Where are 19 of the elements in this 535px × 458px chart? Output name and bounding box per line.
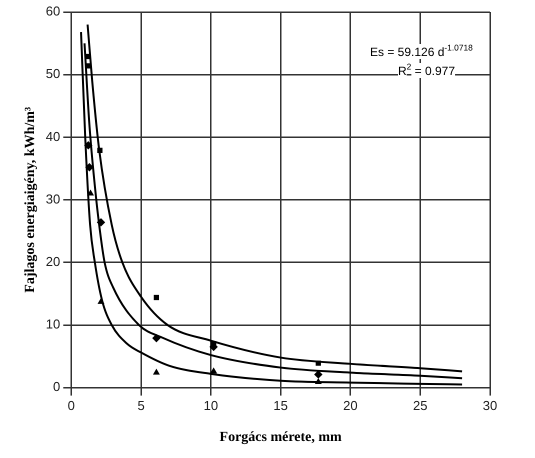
y-tick-label: 40	[46, 128, 60, 144]
x-tick-label: 15	[273, 398, 288, 413]
x-tick-label: 10	[204, 398, 218, 413]
x-tick-label: 0	[68, 398, 75, 413]
y-axis-title: Fajlagos energiaigény, kWh/m³	[23, 106, 38, 293]
y-tick-label: 0	[53, 379, 60, 394]
x-tick-label: 30	[482, 398, 498, 413]
point	[210, 368, 217, 374]
x-tick-label: 25	[412, 398, 428, 413]
y-tick-label: 20	[46, 254, 60, 269]
y-tick-label: 10	[46, 316, 60, 332]
x-tick-label: 20	[343, 398, 358, 413]
x-axis-title: Forgács mérete, mm	[220, 430, 342, 446]
point	[154, 294, 160, 300]
x-tick-label: 5	[137, 398, 145, 413]
y-tick-label: 60	[46, 4, 60, 19]
point	[153, 369, 160, 375]
y-tick-label: 50	[46, 66, 60, 82]
y-tick-label: 30	[46, 191, 60, 206]
